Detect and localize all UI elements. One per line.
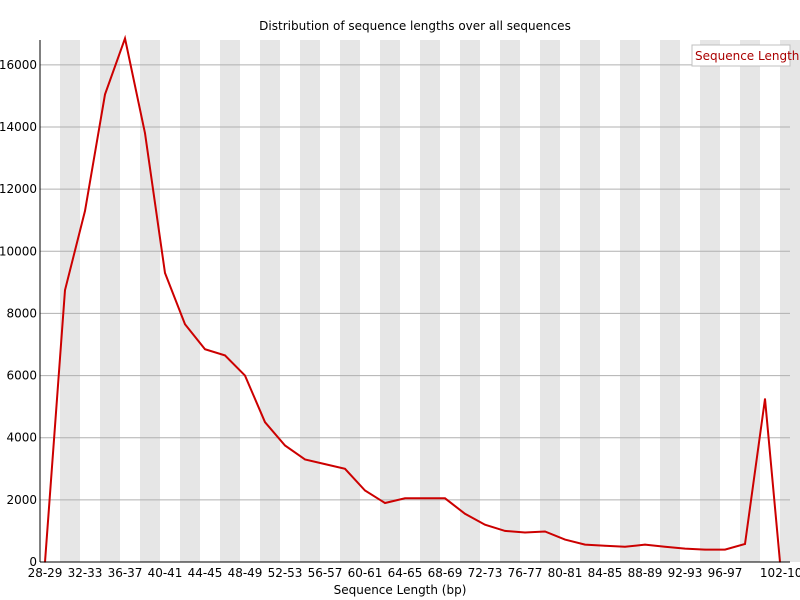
data-point (564, 538, 566, 541)
data-point (204, 348, 206, 350)
data-point (764, 398, 766, 400)
data-point (364, 489, 366, 492)
data-point (244, 374, 246, 377)
band (100, 40, 120, 562)
x-tick-label: 102-102 (760, 566, 800, 580)
x-tick-labels: 28-29 32-33 36-37 40-41 44-45 48-49 52-53 56-57… (28, 566, 800, 580)
band (220, 40, 240, 562)
data-point (424, 497, 426, 500)
alternating-bands (60, 40, 800, 562)
band (260, 40, 280, 562)
x-axis-label: Sequence Length (bp) (334, 583, 467, 597)
data-point (664, 545, 666, 548)
band (540, 40, 560, 562)
band (380, 40, 400, 562)
data-point (264, 421, 266, 423)
data-point (624, 545, 626, 548)
x-tick-label: 80-81 (548, 566, 583, 580)
band (460, 40, 480, 562)
series-line-0 (44, 34, 781, 563)
data-point (544, 530, 546, 533)
x-tick-label: 36-37 (108, 566, 143, 580)
data-point (344, 467, 346, 470)
x-tick-label: 28-29 (28, 566, 63, 580)
x-tick-label: 32-33 (68, 566, 103, 580)
data-point (304, 458, 306, 461)
data-point (224, 354, 226, 357)
data-point (324, 463, 326, 465)
y-tick-label: 12000 (0, 182, 37, 196)
y-tick-label: 10000 (0, 244, 37, 258)
gridlines (40, 64, 790, 501)
data-point (284, 444, 286, 447)
band (700, 40, 720, 562)
data-point (444, 497, 446, 500)
data-point (184, 323, 186, 326)
legend-entry: Sequence Length (695, 49, 799, 63)
y-tick-labels: 0 2000 4000 6000 8000 10000 12000 14000 16000 (0, 58, 37, 569)
x-tick-label: 64-65 (388, 566, 423, 580)
x-tick-label: 92-93 (668, 566, 703, 580)
series-layer (44, 34, 781, 563)
x-tick-label: 60-61 (348, 566, 383, 580)
data-point (524, 531, 526, 534)
data-point (684, 547, 686, 550)
x-tick-label: 72-73 (468, 566, 503, 580)
x-tick-label: 40-41 (148, 566, 183, 580)
data-point (604, 545, 606, 547)
data-point (144, 132, 146, 135)
x-tick-label: 88-89 (628, 566, 663, 580)
data-point (644, 543, 646, 546)
y-tick-label: 2000 (6, 493, 37, 507)
data-point (464, 513, 466, 515)
data-point (104, 93, 106, 96)
x-tick-label: 84-85 (588, 566, 623, 580)
x-tick-label: 96-97 (708, 566, 743, 580)
band (580, 40, 600, 562)
y-tick-label: 14000 (0, 120, 37, 134)
band (780, 40, 800, 562)
x-tick-label: 56-57 (308, 566, 343, 580)
band (740, 40, 760, 562)
band (660, 40, 680, 562)
y-tick-label: 16000 (0, 58, 37, 72)
data-point (84, 210, 86, 212)
data-point (124, 37, 126, 40)
x-tick-label: 68-69 (428, 566, 463, 580)
y-tick-label: 6000 (6, 369, 37, 383)
data-point (384, 502, 386, 504)
x-tick-label: 48-49 (228, 566, 263, 580)
y-tick-label: 0 (29, 555, 37, 569)
x-tick-label: 52-53 (268, 566, 303, 580)
band (300, 40, 320, 562)
y-tick-label: 4000 (6, 431, 37, 445)
chart-title: Distribution of sequence lengths over al… (259, 19, 571, 33)
band (420, 40, 440, 562)
data-point (584, 543, 586, 546)
data-point (724, 548, 726, 551)
band (500, 40, 520, 562)
y-tick-label: 8000 (6, 306, 37, 320)
band (140, 40, 160, 562)
data-point (164, 272, 166, 274)
band (340, 40, 360, 562)
data-point (504, 530, 506, 532)
data-point (704, 548, 706, 551)
legend-box (691, 44, 791, 67)
data-point (64, 289, 66, 291)
band (620, 40, 640, 562)
data-point (484, 523, 486, 526)
x-tick-label: 44-45 (188, 566, 223, 580)
legend: Sequence Length (691, 44, 799, 67)
x-tick-label: 76-77 (508, 566, 543, 580)
data-point (404, 497, 406, 500)
band (180, 40, 200, 562)
data-point (744, 543, 746, 545)
band (60, 40, 80, 562)
